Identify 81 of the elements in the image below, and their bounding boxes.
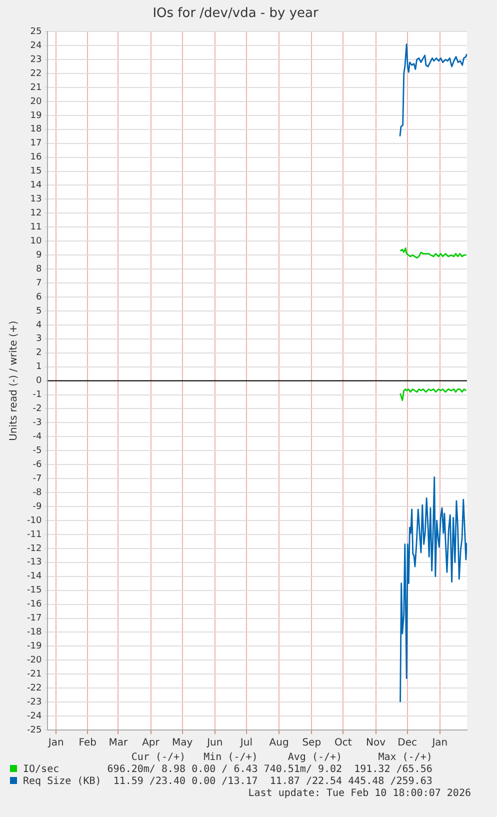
y-tick-label: -23 (26, 697, 42, 708)
x-tick-label: Jan (47, 738, 64, 749)
y-tick-label: 20 (30, 96, 42, 107)
y-tick-label: 6 (36, 292, 42, 302)
y-tick-label: -16 (26, 600, 42, 610)
y-tick-label: -22 (26, 683, 42, 694)
y-tick-label: -17 (26, 614, 42, 624)
text: 445.48 /259.63 (348, 776, 434, 788)
x-tick-label: Jan (431, 738, 448, 749)
y-axis-title: Units read (-) / write (+) (8, 320, 20, 441)
text: Cur (-/+) (130, 752, 187, 764)
y-tick-label: 21 (30, 82, 42, 93)
y-tick-label: 15 (30, 166, 42, 177)
y-tick-label: 2 (36, 348, 42, 358)
y-tick-label: -4 (32, 432, 42, 442)
text: 0.00 /13.17 (192, 776, 259, 788)
y-tick-label: 1 (36, 362, 42, 372)
y-tick-label: -18 (26, 628, 42, 638)
y-tick-label: -15 (26, 586, 42, 596)
legend-label: Req Size (KB) (23, 776, 102, 787)
text: Min (-/+) (202, 752, 259, 764)
y-tick-label: 4 (36, 320, 42, 330)
y-tick-label: -2 (32, 404, 42, 414)
x-tick-label: Jul (239, 738, 252, 749)
y-tick-label: -19 (26, 642, 42, 652)
y-tick-label: 3 (36, 334, 42, 344)
y-tick-label: -11 (26, 530, 42, 540)
x-tick-label: May (172, 738, 193, 749)
y-tick-label: -3 (32, 418, 42, 428)
x-tick-label: Aug (269, 738, 289, 749)
x-tick-label: Oct (334, 738, 352, 749)
y-tick-label: -21 (26, 669, 42, 680)
text: 740.51m/ 9.02 (264, 764, 344, 776)
x-tick-label: Feb (78, 738, 97, 749)
y-tick-label: -13 (26, 558, 42, 568)
text: 11.59 /23.40 (112, 776, 187, 788)
y-tick-label: 11 (30, 222, 42, 232)
legend-label: IO/sec (23, 764, 60, 775)
text: 191.32 /65.56 (353, 764, 434, 776)
y-tick-label: -5 (32, 446, 42, 456)
y-tick-label: 8 (36, 264, 42, 274)
y-tick-label: 9 (36, 250, 42, 260)
y-tick-label: 10 (30, 236, 42, 246)
y-tick-label: -1 (32, 390, 42, 400)
y-tick-label: 23 (30, 54, 42, 65)
y-tick-label: 7 (36, 278, 42, 288)
text: 696.20m/ 8.98 (107, 764, 187, 776)
y-tick-label: 14 (30, 180, 42, 191)
y-tick-label: -10 (26, 516, 42, 526)
text: 11.87 /22.54 (268, 776, 344, 788)
text: Max (-/+) (377, 752, 434, 764)
y-tick-label: -12 (26, 544, 42, 554)
text: 0.00 / 6.43 (192, 764, 259, 776)
x-tick-label: Dec (398, 738, 418, 749)
y-tick-label: -9 (32, 502, 42, 512)
y-tick-label: -20 (26, 656, 42, 666)
y-tick-label: 12 (30, 208, 42, 219)
y-tick-label: 25 (30, 26, 42, 37)
y-tick-label: -8 (32, 488, 42, 498)
y-tick-label: 24 (30, 40, 42, 51)
y-tick-label: -7 (32, 474, 42, 484)
x-tick-label: Apr (142, 738, 160, 749)
y-tick-label: 22 (30, 68, 42, 79)
text: Last update: Tue Feb 10 18:00:07 2026 (247, 788, 471, 800)
y-tick-label: -25 (26, 725, 42, 736)
y-tick-label: 13 (30, 194, 42, 205)
x-tick-label: Nov (366, 738, 386, 749)
chart-title: IOs for /dev/vda - by year (152, 6, 319, 22)
y-tick-label: -14 (26, 572, 42, 582)
text: Avg (-/+) (286, 752, 344, 764)
y-tick-label: 17 (30, 138, 42, 149)
x-tick-label: Mar (108, 738, 128, 749)
y-tick-label: 19 (30, 110, 42, 121)
y-tick-label: -24 (26, 711, 42, 722)
y-tick-label: 5 (36, 306, 42, 316)
x-tick-label: Sep (302, 738, 322, 749)
y-tick-label: 18 (30, 124, 42, 135)
y-tick-label: 16 (30, 152, 42, 163)
x-tick-label: Jun (206, 738, 223, 749)
y-tick-label: 0 (36, 376, 42, 386)
y-tick-label: -6 (32, 460, 42, 470)
